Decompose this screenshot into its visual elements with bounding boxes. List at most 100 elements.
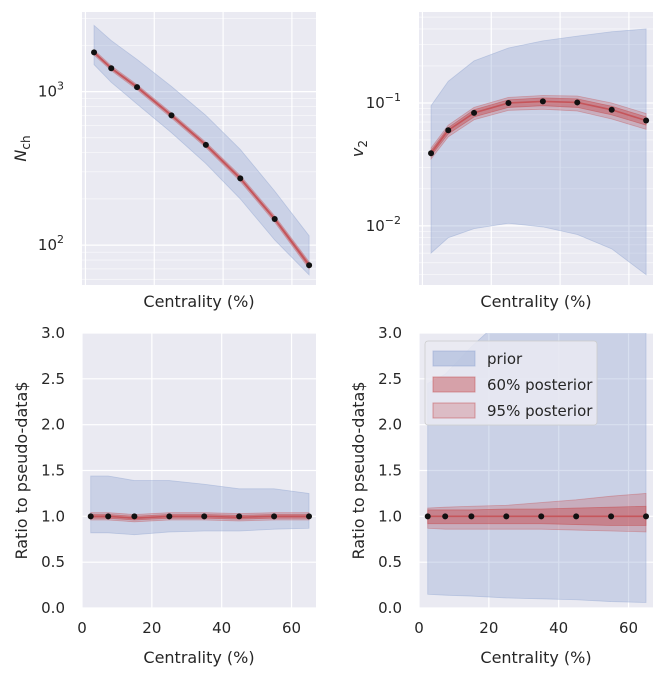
legend-label-prior: prior	[487, 350, 523, 368]
panel-nch-xlabel: Centrality (%)	[143, 292, 254, 311]
legend-label-posterior-60: 60% posterior	[487, 376, 593, 394]
v2-data-point	[428, 150, 435, 157]
ratio-v2-ytick-label: 0.0	[378, 599, 402, 617]
ratio-nch-prior-band	[90, 475, 310, 536]
v2-ytick-label: 10−2	[366, 214, 401, 235]
ratio-v2-data-point	[424, 513, 431, 520]
ratio-v2-xtick-label: 40	[549, 619, 568, 637]
panel-ratio-v2-points	[424, 513, 650, 520]
legend: prior 60% posterior 95% posterior	[424, 340, 598, 426]
nch-data-point	[271, 215, 278, 222]
nch-data-point	[168, 112, 175, 119]
v2-data-point	[643, 117, 650, 124]
panel-v2-grid	[419, 12, 653, 285]
panel-v2-background	[419, 12, 653, 285]
ratio-nch-data-point	[236, 513, 243, 520]
ratio-v2-data-point	[442, 513, 449, 520]
panel-nch-grid	[82, 12, 316, 285]
ratio-v2-xtick-label: 60	[619, 619, 638, 637]
panel-v2-bands	[430, 28, 647, 276]
ratio-nch-ytick-label: 2.5	[41, 370, 65, 388]
panel-nch-lines	[93, 51, 310, 266]
ratio-nch-ytick-label: 3.0	[41, 324, 65, 342]
panel-nch-points	[91, 49, 313, 269]
legend-swatch-posterior-95	[432, 402, 476, 419]
nch-ytick-label: 102	[38, 233, 64, 254]
ratio-nch-data-point	[131, 513, 138, 520]
v2-ytick-label: 10−1	[366, 91, 401, 112]
ratio-nch-data-point	[306, 513, 313, 520]
panel-ratio-nch-lines	[90, 515, 310, 519]
panel-ratio-nch: 0 20 40 60 0.0 0.5 1.0 1.5 2.0 2.5 3.0 Centrality …	[12, 324, 316, 667]
ratio-v2-ytick-label: 1.5	[378, 462, 402, 480]
nch-ytick-label: 103	[38, 80, 64, 101]
panel-v2-points	[428, 98, 650, 157]
ratio-v2-data-point	[643, 513, 650, 520]
nch-data-point	[108, 65, 115, 72]
ratio-v2-data-point	[573, 513, 580, 520]
ratio-v2-ytick-label: 0.5	[378, 553, 402, 571]
v2-posterior-95-band	[430, 95, 647, 161]
ratio-v2-data-point	[468, 513, 475, 520]
panel-ratio-v2: 0 20 40 60 0.0 0.5 1.0 1.5 2.0 2.5 3.0 Centrality …	[349, 324, 653, 667]
ratio-v2-ytick-label: 2.0	[378, 416, 402, 434]
ratio-nch-ytick-label: 0.0	[41, 599, 65, 617]
ratio-nch-data-point	[271, 513, 278, 520]
ratio-v2-data-point	[538, 513, 545, 520]
v2-posterior-line	[430, 100, 647, 154]
ratio-nch-ytick-label: 0.5	[41, 553, 65, 571]
panel-nch-ylabel-main: N	[11, 150, 30, 162]
v2-data-point	[505, 99, 512, 106]
ratio-nch-xtick-label: 40	[212, 619, 231, 637]
nch-posterior-line	[93, 51, 310, 266]
ratio-v2-posterior-95-band	[427, 492, 647, 533]
panel-ratio-nch-ticks: 0 20 40 60 0.0 0.5 1.0 1.5 2.0 2.5 3.0	[41, 324, 301, 637]
v2-data-point	[445, 127, 452, 134]
ratio-nch-data-point	[105, 513, 112, 520]
legend-swatch-posterior-60	[432, 376, 476, 393]
v2-posterior-60-band	[430, 97, 647, 158]
panel-v2-xlabel: Centrality (%)	[480, 292, 591, 311]
ratio-v2-ytick-label: 3.0	[378, 324, 402, 342]
panel-v2-ticks: 10−2 10−1	[366, 91, 401, 235]
ratio-nch-xtick-label: 20	[142, 619, 161, 637]
ratio-v2-xtick-label: 20	[479, 619, 498, 637]
panel-nch-ylabel-sub: ch	[19, 135, 33, 149]
v2-data-point	[539, 98, 546, 105]
panel-v2-lines	[430, 100, 647, 154]
panel-ratio-nch-grid	[81, 332, 316, 609]
ratio-nch-ytick-label: 1.0	[41, 507, 65, 525]
panel-ratio-v2-ticks: 0 20 40 60 0.0 0.5 1.0 1.5 2.0 2.5 3.0	[378, 324, 638, 637]
panel-ratio-v2-ylabel: Ratio to pseudo-data$	[349, 381, 368, 559]
ratio-v2-xtick-label: 0	[414, 619, 424, 637]
ratio-nch-data-point	[166, 513, 173, 520]
panel-ratio-nch-ylabel: Ratio to pseudo-data$	[12, 381, 31, 559]
panel-v2-ylabel-sub: 2	[356, 140, 370, 148]
legend-box	[424, 340, 598, 426]
ratio-nch-data-point	[87, 513, 94, 520]
panel-nch-ylabel: Nch	[11, 135, 33, 161]
ratio-v2-ytick-label: 1.0	[378, 507, 402, 525]
panel-nch-ticks: 102 103	[38, 80, 64, 255]
nch-data-point	[237, 175, 244, 182]
ratio-nch-ytick-label: 2.0	[41, 416, 65, 434]
legend-label-posterior-95: 95% posterior	[487, 402, 593, 420]
ratio-nch-ytick-label: 1.5	[41, 462, 65, 480]
ratio-v2-data-point	[503, 513, 510, 520]
ratio-v2-data-point	[608, 513, 615, 520]
ratio-nch-xtick-label: 0	[77, 619, 87, 637]
panel-ratio-nch-points	[87, 513, 313, 520]
nch-data-point	[202, 141, 209, 148]
v2-data-point	[608, 106, 615, 113]
ratio-nch-data-point	[201, 513, 208, 520]
nch-prior-band	[93, 24, 310, 276]
panel-v2-ylabel: v2	[348, 140, 370, 157]
ratio-nch-posterior-line	[90, 515, 310, 519]
legend-swatch-prior	[432, 350, 476, 367]
panel-ratio-nch-xlabel: Centrality (%)	[143, 648, 254, 667]
nch-data-point	[134, 84, 141, 91]
v2-data-point	[471, 109, 478, 116]
panel-v2: 10−2 10−1 Centrality (%) v2	[348, 12, 653, 311]
panel-ratio-v2-xlabel: Centrality (%)	[480, 648, 591, 667]
